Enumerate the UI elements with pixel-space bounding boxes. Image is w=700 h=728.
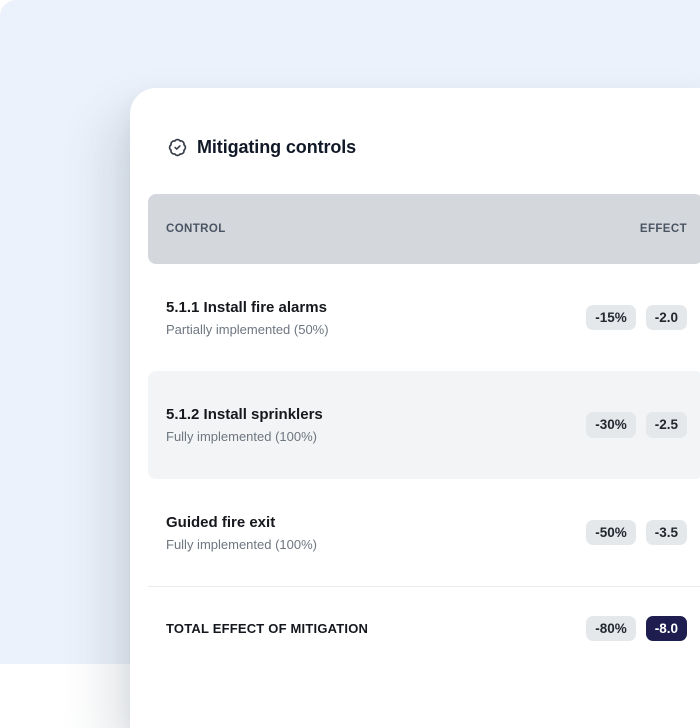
table-header-row: CONTROL EFFECT — [148, 194, 700, 264]
control-name: 5.1.2 Install sprinklers — [166, 406, 323, 423]
page-title: Mitigating controls — [197, 137, 356, 158]
control-status: Fully implemented (100%) — [166, 429, 323, 444]
total-effect-badges: -80% -8.0 — [586, 616, 687, 642]
card-header: Mitigating controls — [130, 88, 700, 158]
mitigating-controls-card: Mitigating controls CONTROL EFFECT 5.1.1… — [130, 88, 700, 728]
control-status: Fully implemented (100%) — [166, 537, 317, 552]
control-effect-badges: -50% -3.5 — [586, 520, 687, 546]
effect-percent-badge: -15% — [586, 305, 636, 331]
total-label: TOTAL EFFECT OF MITIGATION — [166, 621, 368, 636]
control-name: 5.1.1 Install fire alarms — [166, 299, 329, 316]
effect-score-badge: -2.5 — [646, 412, 687, 438]
control-name: Guided fire exit — [166, 514, 317, 531]
column-header-control: CONTROL — [166, 223, 226, 235]
control-row-text: Guided fire exit Fully implemented (100%… — [166, 514, 317, 552]
total-effect-percent-badge: -80% — [586, 616, 636, 642]
control-effect-badges: -15% -2.0 — [586, 305, 687, 331]
control-row-sprinklers: 5.1.2 Install sprinklers Fully implement… — [148, 371, 700, 479]
effect-score-badge: -3.5 — [646, 520, 687, 546]
controls-table: CONTROL EFFECT 5.1.1 Install fire alarms… — [148, 194, 700, 670]
total-effect-score-badge: -8.0 — [646, 616, 687, 642]
effect-percent-badge: -30% — [586, 412, 636, 438]
control-row-fire-exit: Guided fire exit Fully implemented (100%… — [148, 479, 700, 586]
effect-percent-badge: -50% — [586, 520, 636, 546]
column-header-effect: EFFECT — [640, 223, 687, 235]
control-row-fire-alarms: 5.1.1 Install fire alarms Partially impl… — [148, 264, 700, 371]
control-row-text: 5.1.2 Install sprinklers Fully implement… — [166, 406, 323, 444]
badge-check-icon — [168, 138, 187, 157]
effect-score-badge: -2.0 — [646, 305, 687, 331]
total-row: TOTAL EFFECT OF MITIGATION -80% -8.0 — [148, 586, 700, 670]
control-status: Partially implemented (50%) — [166, 322, 329, 337]
control-row-text: 5.1.1 Install fire alarms Partially impl… — [166, 299, 329, 337]
control-effect-badges: -30% -2.5 — [586, 412, 687, 438]
